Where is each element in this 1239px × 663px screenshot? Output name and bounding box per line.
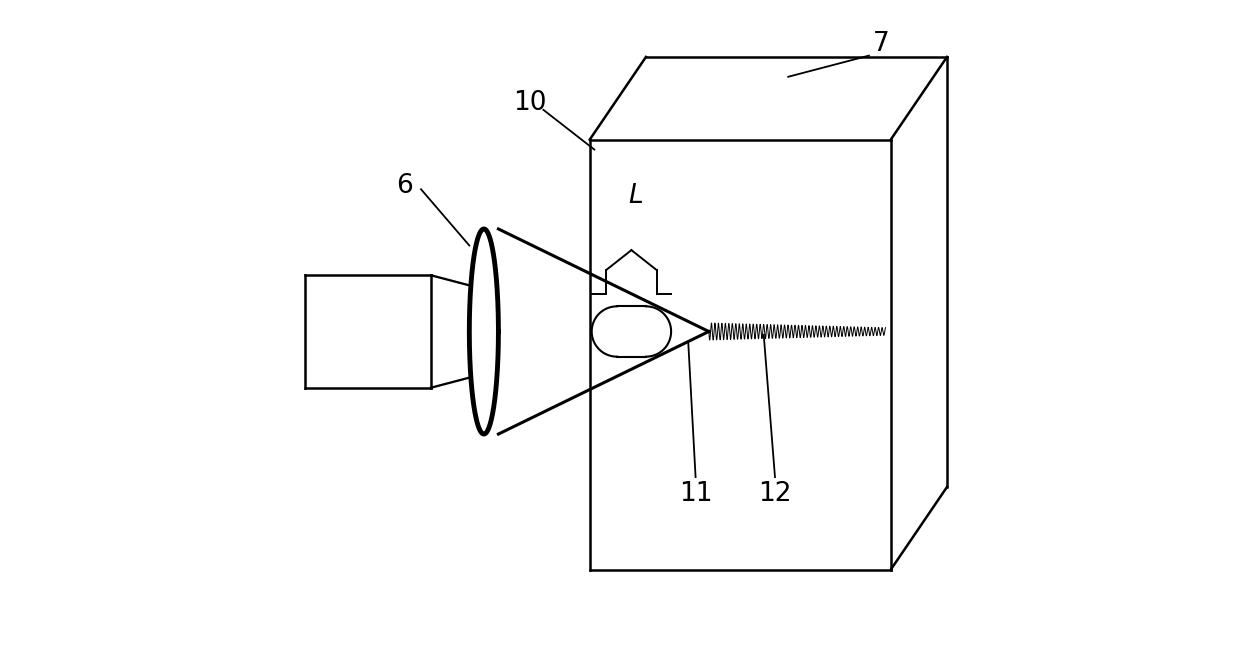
Text: 7: 7 [872, 30, 890, 57]
Text: 11: 11 [679, 481, 712, 507]
Text: 6: 6 [396, 173, 413, 199]
Text: L: L [628, 183, 643, 209]
Text: 10: 10 [513, 90, 546, 116]
Text: 12: 12 [758, 481, 792, 507]
